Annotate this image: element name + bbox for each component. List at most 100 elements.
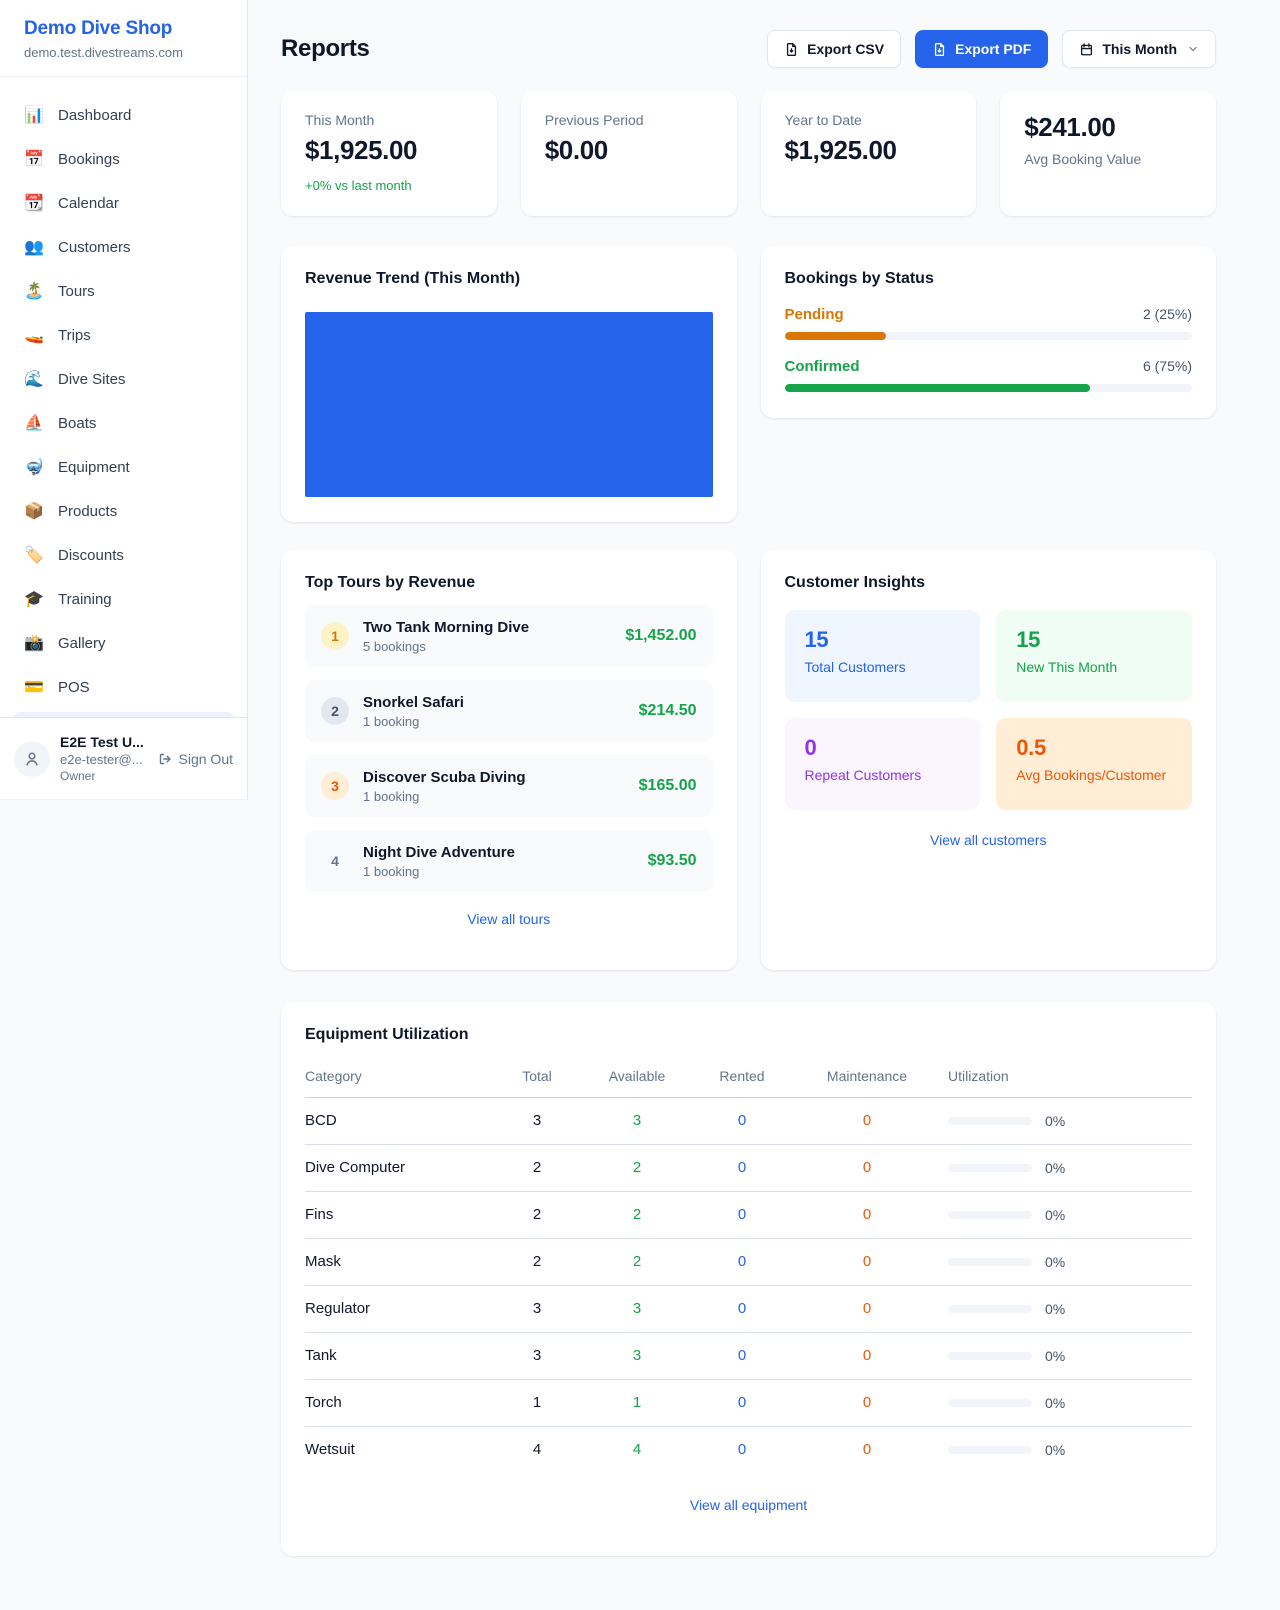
stat-cards-row: This Month $1,925.00 +0% vs last month P… [281, 91, 1216, 216]
sidebar-item-label: Dive Sites [58, 370, 126, 388]
main-content: Reports Export CSV Export PDF This Month… [248, 0, 1280, 1610]
utilization-label: 0% [1045, 1394, 1066, 1411]
export-csv-label: Export CSV [807, 41, 885, 57]
sidebar-item-boats[interactable]: ⛵ Boats [12, 404, 235, 442]
sidebar-item-label: Calendar [58, 194, 119, 212]
status-value: 6 (75%) [1142, 358, 1192, 374]
table-row: Regulator 3 3 0 0 0% [305, 1286, 1192, 1333]
sidebar-item-label: Customers [58, 238, 131, 256]
sidebar-item-products[interactable]: 📦 Products [12, 492, 235, 530]
cell-utilization: 0% [942, 1395, 1192, 1411]
cell-total: 3 [532, 1347, 542, 1364]
tour-name: Two Tank Morning Dive [363, 618, 530, 636]
tile-total-customers: 15 Total Customers [784, 610, 981, 702]
view-all-tours-link[interactable]: View all tours [467, 911, 551, 927]
table-row: Torch 1 1 0 0 0% [305, 1380, 1192, 1427]
export-pdf-label: Export PDF [955, 41, 1032, 57]
sidebar-item-bookings[interactable]: 📅 Bookings [12, 140, 235, 178]
camera-icon: 📸 [24, 635, 44, 652]
cell-available: 2 [632, 1159, 642, 1176]
sidebar-item-discounts[interactable]: 🏷️ Discounts [12, 536, 235, 574]
tour-bookings: 1 booking [363, 863, 420, 879]
brand-name: Demo Dive Shop [24, 18, 173, 39]
cell-rented: 0 [737, 1300, 747, 1317]
status-progress-fill [784, 332, 887, 340]
file-export-icon [787, 42, 797, 56]
sidebar-item-customers[interactable]: 👥 Customers [12, 228, 235, 266]
sidebar-item-tours[interactable]: 🏝️ Tours [12, 272, 235, 310]
sidebar-item-dashboard[interactable]: 📊 Dashboard [12, 96, 235, 134]
period-dropdown[interactable]: This Month [1062, 30, 1216, 68]
export-pdf-button[interactable]: Export PDF [915, 30, 1049, 68]
calendar-icon: 📆 [24, 195, 44, 212]
tour-revenue: $1,452.00 [625, 627, 697, 644]
bookings-by-status-card: Bookings by Status Pending 2 (25%) Confi… [760, 246, 1216, 418]
cell-category: Wetsuit [305, 1441, 355, 1458]
utilization-label: 0% [1045, 1253, 1066, 1270]
tile-repeat-customers: 0 Repeat Customers [784, 718, 981, 810]
tile-label: Avg Bookings/Customer [1016, 767, 1167, 783]
cell-category: Mask [305, 1253, 341, 1270]
cell-available: 4 [632, 1441, 642, 1458]
stat-value: $241.00 [1024, 112, 1116, 142]
customers-icon: 👥 [24, 239, 44, 256]
tour-row: 3 Discover Scuba Diving 1 booking $165.00 [305, 755, 713, 817]
rank-badge: 2 [321, 697, 349, 725]
sidebar-item-gallery[interactable]: 📸 Gallery [12, 624, 235, 662]
cell-available: 3 [632, 1347, 642, 1364]
cell-rented: 0 [737, 1206, 747, 1223]
stat-value: $1,925.00 [305, 135, 418, 165]
stat-label: Year to Date [784, 112, 862, 128]
utilization-bar [948, 1210, 1032, 1219]
stat-card-previous-period: Previous Period $0.00 [520, 91, 737, 216]
cell-utilization: 0% [942, 1442, 1192, 1458]
revenue-trend-card: Revenue Trend (This Month) [281, 246, 737, 522]
sidebar-item-dive-sites[interactable]: 🌊 Dive Sites [12, 360, 235, 398]
sidebar-item-calendar[interactable]: 📆 Calendar [12, 184, 235, 222]
logout-icon [159, 753, 171, 764]
utilization-bar [948, 1304, 1032, 1313]
col-total: Total [522, 1068, 552, 1084]
cell-available: 3 [632, 1300, 642, 1317]
table-row: Mask 2 2 0 0 0% [305, 1239, 1192, 1286]
cell-rented: 0 [737, 1347, 747, 1364]
user-role: Owner [60, 769, 96, 783]
view-all-customers-link[interactable]: View all customers [930, 832, 1047, 848]
tile-label: Total Customers [804, 659, 906, 675]
col-category: Category [305, 1068, 362, 1084]
stat-value: $1,925.00 [784, 135, 897, 165]
col-rented: Rented [719, 1068, 765, 1084]
status-row-confirmed: Confirmed 6 (75%) [784, 358, 1192, 392]
cell-rented: 0 [737, 1441, 747, 1458]
sidebar-item-training[interactable]: 🎓 Training [12, 580, 235, 618]
sidebar-item-pos[interactable]: 💳 POS [12, 668, 235, 706]
tour-revenue: $93.50 [647, 852, 697, 869]
cell-utilization: 0% [942, 1301, 1192, 1317]
status-row-pending: Pending 2 (25%) [784, 306, 1192, 340]
stat-label: Previous Period [544, 112, 644, 128]
cell-available: 1 [632, 1394, 642, 1411]
status-label: Pending [784, 306, 844, 323]
tour-bookings: 5 bookings [363, 638, 426, 654]
utilization-label: 0% [1045, 1347, 1066, 1364]
sign-out-button[interactable]: Sign Out [157, 751, 233, 767]
cell-maintenance: 0 [862, 1112, 872, 1129]
user-email: e2e-tester@... [60, 752, 143, 767]
cell-category: Tank [305, 1347, 337, 1364]
sidebar-item-equipment[interactable]: 🤿 Equipment [12, 448, 235, 486]
tour-row: 2 Snorkel Safari 1 booking $214.50 [305, 680, 713, 742]
export-csv-button[interactable]: Export CSV [767, 30, 902, 68]
rank-badge: 4 [331, 853, 339, 869]
tag-icon: 🏷️ [24, 547, 44, 564]
cell-maintenance: 0 [862, 1159, 872, 1176]
stat-label: This Month [305, 112, 375, 128]
view-all-equipment-link[interactable]: View all equipment [689, 1497, 808, 1513]
tour-bookings: 1 booking [363, 788, 420, 804]
cell-total: 2 [532, 1159, 542, 1176]
stat-card-this-month: This Month $1,925.00 +0% vs last month [281, 91, 497, 216]
island-icon: 🏝️ [24, 283, 44, 300]
utilization-label: 0% [1045, 1206, 1066, 1223]
sidebar-item-trips[interactable]: 🚤 Trips [12, 316, 235, 354]
sidebar-item-reports-active-partial[interactable] [12, 712, 235, 717]
tour-revenue: $214.50 [638, 702, 697, 719]
